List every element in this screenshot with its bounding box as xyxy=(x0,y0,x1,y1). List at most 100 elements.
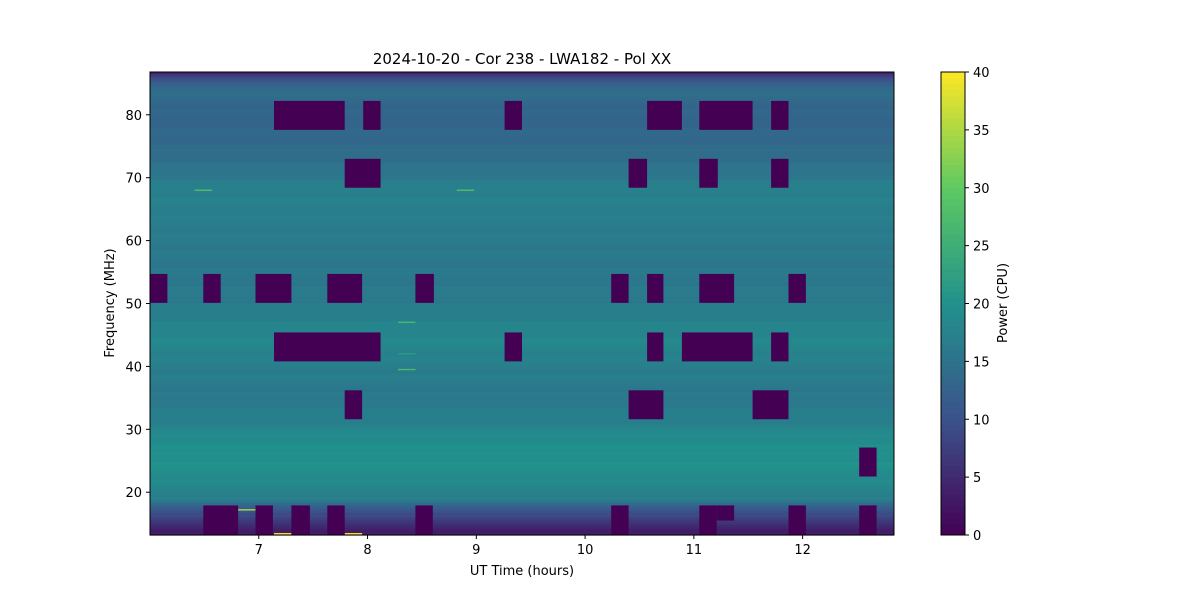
colorbar-segment xyxy=(941,280,965,287)
background-band xyxy=(150,270,894,274)
y-tick-label: 50 xyxy=(125,298,142,313)
background-band xyxy=(150,409,894,413)
y-tick-label: 60 xyxy=(125,235,142,250)
background-band xyxy=(150,217,894,222)
colorbar-segment xyxy=(941,262,965,270)
background-band xyxy=(150,129,894,133)
y-tick-label: 20 xyxy=(125,486,142,501)
background-band xyxy=(150,419,894,423)
background-band xyxy=(150,187,894,191)
background-band xyxy=(150,509,894,513)
masked-block xyxy=(344,390,363,420)
masked-block xyxy=(274,100,345,130)
plot-area xyxy=(149,71,895,536)
background-band xyxy=(150,190,894,194)
colorbar-segment xyxy=(941,95,965,102)
background-band xyxy=(150,366,894,370)
masked-block xyxy=(203,273,221,303)
background-band xyxy=(150,225,894,229)
background-band xyxy=(150,243,894,247)
colorbar-segment xyxy=(941,129,965,137)
background-band xyxy=(150,260,894,264)
background-band xyxy=(150,248,894,252)
colorbar-segment xyxy=(941,471,965,478)
masked-block xyxy=(291,505,310,535)
colorbar-segment xyxy=(941,141,965,148)
colorbar-segment xyxy=(941,378,965,386)
background-band xyxy=(150,280,894,284)
background-band xyxy=(150,519,894,524)
y-axis: 20 30 40 50 60 70 80 xyxy=(125,109,150,501)
background-band xyxy=(150,532,894,536)
background-band xyxy=(150,504,894,508)
background-band xyxy=(150,326,894,330)
colorbar-segment xyxy=(941,482,965,490)
colorbar-segment xyxy=(941,216,965,223)
colorbar-segment xyxy=(941,158,965,166)
masked-block xyxy=(699,158,718,188)
colorbar-segment xyxy=(941,511,965,519)
colorbar-segment xyxy=(941,286,965,293)
masked-block xyxy=(859,447,877,477)
colorbar-label: Power (CPU) xyxy=(996,263,1011,343)
background-band xyxy=(150,316,894,320)
background-band xyxy=(150,436,894,440)
colorbar-segment xyxy=(941,384,965,391)
x-tick-label: 10 xyxy=(577,543,594,558)
colorbar-segment xyxy=(941,100,965,108)
colorbar-segment xyxy=(941,187,965,195)
background-band xyxy=(150,152,894,156)
background-band xyxy=(150,285,894,290)
background-band xyxy=(150,472,894,476)
background-band xyxy=(150,84,894,88)
background-band xyxy=(150,300,894,305)
colorbar-segment xyxy=(941,425,965,432)
masked-block xyxy=(771,332,789,362)
colorbar: 0 5 10 15 20 25 30 35 40 xyxy=(940,66,990,544)
x-tick-label: 7 xyxy=(255,543,263,558)
background-band xyxy=(150,207,894,211)
colorbar-segment xyxy=(941,89,965,96)
background-band xyxy=(150,323,894,327)
colorbar-tick-label: 5 xyxy=(973,471,981,486)
colorbar-segment xyxy=(941,344,965,351)
colorbar-segment xyxy=(941,517,965,524)
colorbar-segment xyxy=(941,338,965,345)
background-band xyxy=(150,522,894,526)
colorbar-tick-label: 35 xyxy=(973,124,990,139)
rfi-spike xyxy=(274,533,292,535)
background-band xyxy=(150,162,894,166)
background-band xyxy=(150,250,894,254)
background-band xyxy=(150,92,894,96)
colorbar-tick-label: 40 xyxy=(973,66,990,81)
colorbar-tick-label: 25 xyxy=(973,240,990,255)
masked-block xyxy=(611,273,629,303)
background-band xyxy=(150,177,894,181)
background-band xyxy=(150,454,894,458)
background-band xyxy=(150,200,894,204)
background-band xyxy=(150,298,894,302)
background-band xyxy=(150,240,894,244)
background-band xyxy=(150,170,894,174)
y-axis-label: Frequency (MHz) xyxy=(103,248,118,357)
colorbar-segment xyxy=(941,147,965,154)
background-band xyxy=(150,258,894,262)
y-tick-label: 70 xyxy=(125,172,142,187)
background-band xyxy=(150,192,894,196)
background-band xyxy=(150,378,894,383)
background-band xyxy=(150,222,894,227)
colorbar-segment xyxy=(941,430,965,438)
masked-block xyxy=(504,100,522,130)
background-band xyxy=(150,444,894,448)
colorbar-segment xyxy=(941,257,965,264)
colorbar-segment xyxy=(941,529,965,536)
background-band xyxy=(150,238,894,242)
rfi-spike xyxy=(398,353,416,355)
colorbar-segment xyxy=(941,176,965,183)
background-band xyxy=(150,87,894,91)
colorbar-segment xyxy=(941,419,965,426)
background-band xyxy=(150,82,894,86)
background-band xyxy=(150,155,894,159)
background-band xyxy=(150,429,894,433)
rfi-spike xyxy=(194,189,212,191)
